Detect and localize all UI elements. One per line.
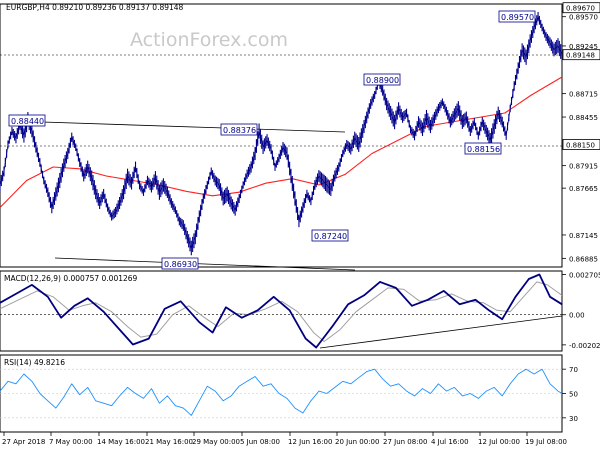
price-close-line [0, 16, 563, 249]
annotation-box: 0.88440 [8, 114, 46, 127]
rsi-y-tick-label: 50 [569, 391, 578, 399]
price-highlighted-levels: 0.89670 0.89148 0.88150 [562, 2, 600, 150]
price-y-tick-label: 0.87665 [569, 185, 598, 193]
price-y-tick-label: 0.86885 [569, 255, 598, 263]
rsi-title: RSI(14) 49.8216 [4, 358, 65, 367]
annotation-label: 0.86930 [164, 260, 197, 269]
watermark-text: ActionForex.com [130, 29, 288, 51]
x-tick-label: 4 Jul 16:00 [431, 438, 469, 446]
rsi-series [0, 368, 563, 416]
macd-series [0, 273, 563, 349]
ma-series [0, 76, 563, 208]
price-annotations: 0.88440 0.88376 0.86930 0.87240 0.88900 … [8, 10, 536, 270]
annotation-box: 0.86930 [161, 257, 199, 270]
macd-signal-line [0, 281, 563, 342]
x-tick-label: 14 May 16:00 [97, 438, 145, 446]
annotation-label: 0.89570 [501, 13, 534, 22]
price-level-box [562, 49, 600, 61]
price-level-box [562, 139, 600, 150]
macd-y-axis: 0.002705 0.00 -0.002023 [562, 271, 600, 350]
macd-title: MACD(12,26,9) 0.000757 0.001269 [4, 274, 138, 283]
price-level-label: 0.88150 [566, 142, 595, 150]
symbol-ohlc-line: EURGBP,H4 0.89210 0.89236 0.89137 0.8914… [6, 3, 184, 12]
annotation-label: 0.88376 [223, 126, 256, 135]
x-tick-label: 21 May 16:00 [145, 438, 193, 446]
annotation-label: 0.88900 [366, 76, 399, 85]
x-tick-label: 20 Jun 00:00 [335, 438, 379, 446]
moving-average-line [0, 76, 563, 208]
macd-y-tick-label: -0.002023 [569, 342, 600, 350]
price-level-label: 0.89148 [566, 52, 595, 60]
annotation-label: 0.88156 [467, 145, 500, 154]
rsi-y-axis: 70 50 30 [562, 366, 578, 423]
price-level-label: 0.89670 [566, 5, 595, 13]
price-y-tick-label: 0.88455 [569, 114, 598, 122]
upper-trendline [11, 120, 346, 133]
x-axis: 27 Apr 2018 7 May 00:00 14 May 16:00 21 May… [2, 432, 567, 446]
annotation-box: 0.88156 [464, 142, 502, 155]
price-y-tick-label: 0.87915 [569, 163, 598, 171]
annotation-box: 0.87240 [311, 229, 349, 242]
annotation-label: 0.87240 [314, 232, 347, 241]
rsi-y-tick-label: 70 [569, 366, 578, 374]
x-tick-label: 19 Jul 08:00 [525, 438, 567, 446]
macd-panel-frame [0, 270, 563, 352]
x-tick-label: 12 Jun 16:00 [288, 438, 332, 446]
price-y-axis: 0.89570 0.89245 0.88715 0.88455 0.87915 0.876… [562, 14, 598, 263]
rsi-y-tick-label: 30 [569, 415, 578, 423]
rsi-line [0, 368, 563, 416]
macd-y-tick-label: 0.00 [569, 312, 585, 320]
macd-line [0, 273, 563, 349]
price-y-tick-label: 0.89245 [569, 43, 598, 51]
price-trendlines [0, 54, 562, 271]
x-tick-label: 27 Jun 08:00 [383, 438, 427, 446]
rsi-grid [0, 368, 562, 419]
x-tick-label: 27 Apr 2018 [2, 438, 45, 446]
price-y-tick-label: 0.89570 [569, 14, 598, 22]
lower-trendline [54, 257, 356, 271]
x-tick-label: 5 Jun 08:00 [240, 438, 280, 446]
macd-y-tick-label: 0.002705 [569, 271, 600, 279]
x-tick-label: 12 Jul 00:00 [478, 438, 520, 446]
price-series [0, 11, 563, 256]
annotation-label: 0.88440 [11, 117, 44, 126]
price-y-tick-label: 0.87145 [569, 232, 598, 240]
price-level-box [562, 2, 600, 14]
price-y-tick-label: 0.88715 [569, 91, 598, 99]
x-tick-label: 7 May 00:00 [49, 438, 93, 446]
macd-trendline [319, 315, 563, 349]
annotation-box: 0.88376 [220, 123, 258, 136]
annotation-box: 0.88900 [363, 73, 401, 86]
annotation-box: 0.89570 [498, 10, 536, 23]
x-tick-label: 29 May 00:00 [192, 438, 240, 446]
